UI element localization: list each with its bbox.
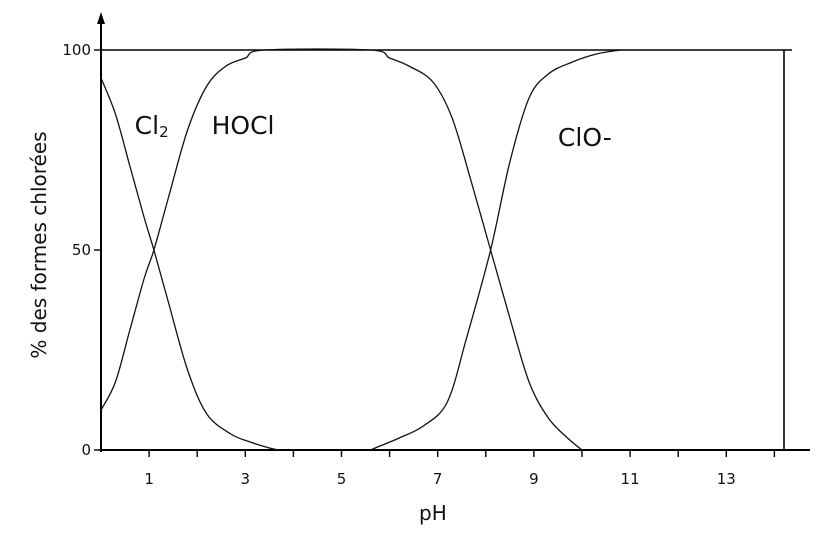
y-axis-arrow	[97, 12, 105, 24]
x-tick-label: 1	[144, 470, 154, 488]
x-tick-label: 13	[717, 470, 736, 488]
x-tick-label: 3	[241, 470, 251, 488]
x-tick-label: 5	[337, 470, 347, 488]
series-label-0: Cl2	[135, 111, 169, 141]
series-line-0	[100, 77, 280, 451]
y-tick-label: 0	[81, 441, 91, 459]
y-tick-label: 100	[62, 41, 91, 59]
series-label-2: ClO-	[558, 123, 612, 152]
y-axis-title: % des formes chlorées	[27, 131, 51, 358]
series-label-1: HOCl	[212, 111, 275, 140]
x-tick-label: 9	[529, 470, 539, 488]
series-line-2	[370, 49, 621, 451]
x-tick-label: 11	[621, 470, 640, 488]
curves-group	[100, 48, 621, 451]
series-labels-group: Cl2 HOCl ClO-	[135, 111, 612, 152]
series-line-1	[100, 48, 583, 451]
series-label-subscript: 2	[159, 123, 169, 141]
y-tick-label: 50	[72, 241, 91, 259]
x-axis-title: pH	[419, 501, 447, 525]
x-tick-label: 7	[433, 470, 443, 488]
